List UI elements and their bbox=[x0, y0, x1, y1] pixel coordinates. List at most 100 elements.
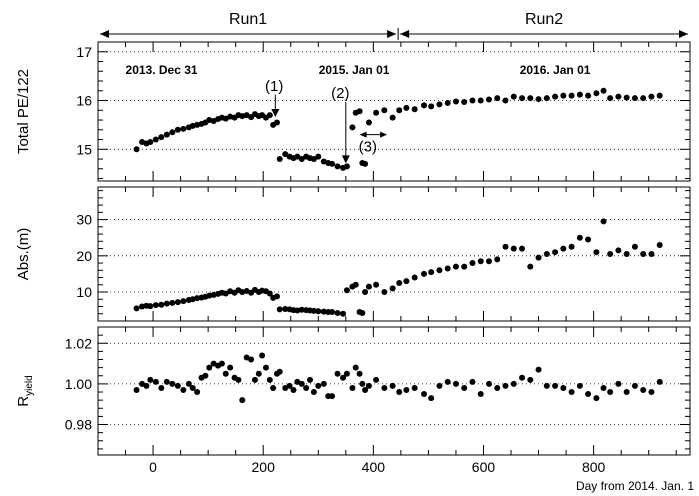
data-point bbox=[307, 376, 314, 383]
data-point bbox=[436, 382, 443, 389]
data-point bbox=[158, 301, 165, 308]
data-point bbox=[152, 378, 159, 385]
data-point bbox=[469, 378, 476, 385]
data-point bbox=[163, 131, 170, 138]
data-point bbox=[585, 236, 592, 243]
data-point bbox=[298, 156, 305, 163]
data-point bbox=[593, 90, 600, 97]
panels: 15 16 17 Total PE/122 2013. Dec 31 2015. Jan … bbox=[15, 41, 691, 475]
data-point bbox=[276, 368, 283, 375]
data-point bbox=[262, 364, 269, 371]
data-point bbox=[152, 302, 159, 309]
data-point bbox=[421, 391, 428, 398]
data-point bbox=[356, 108, 363, 115]
data-point bbox=[428, 395, 435, 402]
data-point bbox=[259, 352, 266, 359]
data-point bbox=[510, 245, 517, 252]
data-point bbox=[502, 97, 509, 104]
data-point bbox=[373, 376, 380, 383]
run-arrow-right bbox=[387, 30, 397, 38]
y-tick-label: 1.02 bbox=[65, 335, 92, 351]
data-point bbox=[396, 279, 403, 286]
data-point bbox=[239, 397, 246, 404]
y-tick-label: 15 bbox=[76, 141, 92, 157]
data-point bbox=[552, 382, 559, 389]
y-tick-label: 20 bbox=[76, 248, 92, 264]
run-indicators: Run1 Run2 bbox=[100, 11, 688, 40]
data-point bbox=[421, 102, 428, 109]
data-point bbox=[329, 160, 336, 167]
data-point bbox=[411, 384, 418, 391]
data-point bbox=[568, 243, 575, 250]
y-tick-label: 0.98 bbox=[65, 417, 92, 433]
data-point bbox=[276, 156, 283, 163]
data-point bbox=[648, 251, 655, 257]
data-point bbox=[403, 104, 410, 111]
panel-ryield: 0.98 1.00 1.02 Ryield 0 200 400 600 800 bbox=[15, 326, 691, 475]
data-point bbox=[352, 364, 359, 371]
data-point bbox=[174, 126, 181, 133]
panel-pe: 15 16 17 Total PE/122 2013. Dec 31 2015. Jan … bbox=[15, 41, 691, 182]
data-point bbox=[329, 393, 336, 400]
data-point bbox=[494, 384, 501, 391]
x-tick-label: 600 bbox=[472, 459, 496, 475]
data-point bbox=[310, 156, 317, 163]
x-axis-label: Day from 2014. Jan. 1 bbox=[576, 479, 694, 493]
data-point bbox=[185, 380, 192, 387]
data-point bbox=[373, 281, 380, 288]
data-point bbox=[133, 305, 140, 312]
data-point bbox=[365, 382, 372, 389]
data-point bbox=[139, 303, 146, 310]
data-point bbox=[320, 308, 327, 315]
data-point bbox=[362, 289, 369, 296]
data-point bbox=[560, 384, 567, 391]
data-point bbox=[362, 386, 369, 393]
data-point bbox=[310, 389, 317, 396]
run-label: Run2 bbox=[525, 11, 563, 28]
date-marker-label: 2013. Dec 31 bbox=[126, 63, 198, 77]
data-point bbox=[502, 382, 509, 389]
data-point bbox=[389, 285, 396, 292]
data-point bbox=[527, 95, 534, 102]
data-point bbox=[615, 247, 622, 254]
data-point bbox=[270, 384, 277, 391]
data-point bbox=[194, 295, 201, 302]
x-tick-label: 0 bbox=[149, 459, 157, 475]
data-point bbox=[343, 163, 350, 170]
data-point bbox=[607, 251, 614, 257]
data-point bbox=[343, 370, 350, 377]
data-point bbox=[273, 293, 280, 300]
data-point bbox=[403, 386, 410, 393]
data-point bbox=[294, 153, 301, 160]
data-point bbox=[381, 289, 388, 296]
x-tick-label: 800 bbox=[582, 459, 606, 475]
data-point bbox=[334, 370, 341, 377]
data-point bbox=[568, 389, 575, 396]
run-arrow-left bbox=[400, 30, 410, 38]
data-point bbox=[576, 382, 583, 389]
data-point bbox=[174, 382, 181, 389]
data-point bbox=[600, 218, 607, 225]
data-point bbox=[315, 382, 322, 389]
data-point bbox=[202, 372, 209, 379]
data-point bbox=[396, 107, 403, 114]
annotation-label: (1) bbox=[265, 78, 283, 95]
data-point bbox=[169, 299, 176, 306]
run-label: Run1 bbox=[229, 11, 267, 28]
data-point bbox=[640, 251, 647, 257]
data-point bbox=[294, 307, 301, 314]
data-point bbox=[648, 389, 655, 396]
data-point bbox=[656, 92, 663, 99]
data-point bbox=[403, 278, 410, 285]
annotation-label: (3) bbox=[359, 139, 377, 156]
data-point bbox=[477, 97, 484, 104]
data-point bbox=[147, 303, 154, 310]
data-point bbox=[631, 95, 638, 102]
data-point bbox=[461, 263, 468, 270]
data-point bbox=[298, 380, 305, 387]
data-point bbox=[428, 269, 435, 276]
data-point bbox=[273, 119, 280, 126]
y-tick-label: 1.00 bbox=[65, 376, 92, 392]
data-point bbox=[255, 370, 262, 377]
